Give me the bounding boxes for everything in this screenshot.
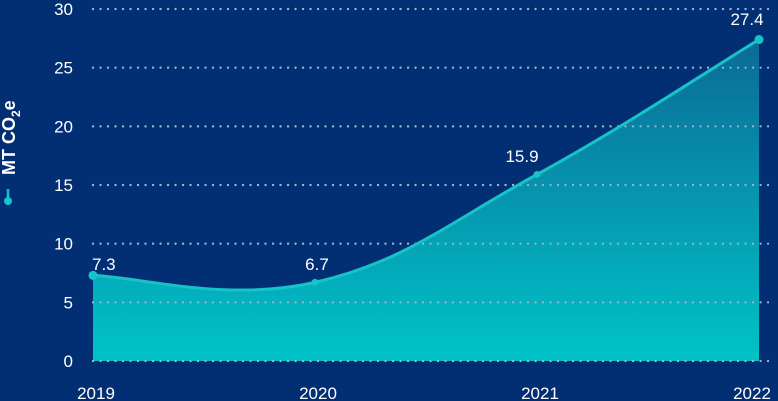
y-tick-label: 30 xyxy=(54,0,73,19)
y-tick-label: 20 xyxy=(54,117,73,136)
y-tick-label: 15 xyxy=(54,176,73,195)
data-label: 27.4 xyxy=(730,10,763,29)
y-tick-label: 10 xyxy=(54,235,73,254)
data-point[interactable] xyxy=(88,270,98,280)
data-point[interactable] xyxy=(754,35,764,45)
x-tick-label: 2019 xyxy=(77,384,115,401)
data-labels: 7.3 6.7 15.9 27.4 xyxy=(92,10,764,274)
data-points xyxy=(88,35,764,286)
series-line xyxy=(92,38,760,292)
x-tick-label: 2020 xyxy=(299,384,337,401)
data-label: 15.9 xyxy=(505,147,538,166)
x-tick-label: 2021 xyxy=(521,384,559,401)
y-axis-ticks: 0 5 10 15 20 25 30 xyxy=(54,0,73,371)
x-axis-ticks: 2019 2020 2021 2022 xyxy=(77,384,771,401)
x-tick-label: 2022 xyxy=(733,384,771,401)
y-tick-label: 0 xyxy=(64,352,73,371)
y-axis-label: MT CO2e xyxy=(0,100,23,175)
data-label: 7.3 xyxy=(92,255,116,274)
gridlines-over-area xyxy=(91,7,761,363)
y-tick-label: 25 xyxy=(54,59,73,78)
legend-line-marker-icon xyxy=(4,189,12,215)
data-point[interactable] xyxy=(533,170,541,178)
y-tick-label: 5 xyxy=(64,293,73,312)
y-axis-legend: MT CO2e xyxy=(0,95,38,215)
data-point[interactable] xyxy=(311,278,319,286)
area-fill xyxy=(93,39,759,362)
data-label: 6.7 xyxy=(305,255,329,274)
